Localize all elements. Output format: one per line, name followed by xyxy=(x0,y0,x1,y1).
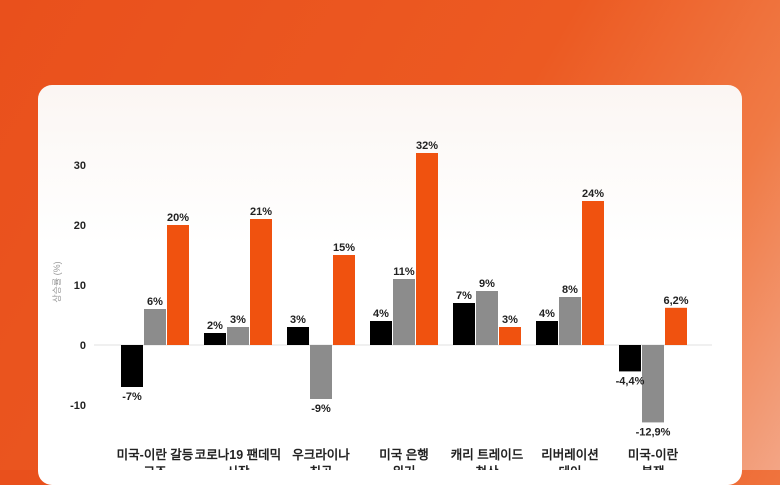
data-label: 20% xyxy=(167,212,189,224)
bar xyxy=(144,309,166,345)
data-label: 15% xyxy=(333,242,355,254)
y-tick-label: 0 xyxy=(80,340,86,352)
bar xyxy=(476,291,498,345)
bar xyxy=(619,345,641,372)
bar xyxy=(204,333,226,345)
bar xyxy=(250,219,272,345)
data-label: 3% xyxy=(502,314,518,326)
category-label: 리버레이션데이 xyxy=(541,447,599,470)
category-label: 미국-이란 갈등고조 xyxy=(117,447,194,470)
y-tick-label: 20 xyxy=(74,220,86,232)
data-label: 4% xyxy=(539,308,555,320)
bar xyxy=(287,327,309,345)
bar xyxy=(370,321,392,345)
bar xyxy=(499,327,521,345)
bar xyxy=(642,345,664,423)
bar xyxy=(393,279,415,345)
category-label: 코로나19 팬데믹시작 xyxy=(195,447,281,470)
bar xyxy=(582,201,604,345)
data-label: 32% xyxy=(416,140,438,152)
data-label: -7% xyxy=(122,391,142,403)
data-label: 11% xyxy=(393,266,415,278)
y-tick-label: 10 xyxy=(74,280,86,292)
data-label: 21% xyxy=(250,206,272,218)
bar xyxy=(453,303,475,345)
bar xyxy=(227,327,249,345)
y-tick-label: 30 xyxy=(74,160,86,172)
chart-card xyxy=(38,85,742,485)
bar xyxy=(665,307,687,345)
bar xyxy=(559,297,581,345)
data-label: 7% xyxy=(456,290,472,302)
bar xyxy=(167,225,189,345)
data-label: 6,2% xyxy=(663,295,688,307)
chart: 상승률 (%) -10 0 10 20 30 -7% 6% 20% 2% 3% 21% 3% -9% 1… xyxy=(52,140,712,470)
data-label: -4,4% xyxy=(616,375,645,387)
bar xyxy=(416,153,438,345)
category-label: 미국-이란분쟁 xyxy=(628,447,679,470)
bar xyxy=(310,345,332,399)
category-label: 미국 은행위기 xyxy=(379,447,428,470)
bar xyxy=(333,255,355,345)
bar xyxy=(536,321,558,345)
data-label: 8% xyxy=(562,284,578,296)
data-label: 4% xyxy=(373,308,389,320)
category-label: 우크라이나침공 xyxy=(292,447,350,470)
y-tick-label: -10 xyxy=(70,400,86,412)
data-label: 2% xyxy=(207,320,223,332)
data-label: 24% xyxy=(582,188,604,200)
data-label: 6% xyxy=(147,296,163,308)
data-label: 9% xyxy=(479,278,495,290)
y-axis-label: 상승률 (%) xyxy=(52,261,62,302)
data-label: -12,9% xyxy=(636,426,671,438)
category-label: 캐리 트레이드청산 xyxy=(451,447,524,470)
data-label: 3% xyxy=(290,314,306,326)
data-label: 3% xyxy=(230,314,246,326)
data-label: -9% xyxy=(311,403,331,415)
bar xyxy=(121,345,143,387)
